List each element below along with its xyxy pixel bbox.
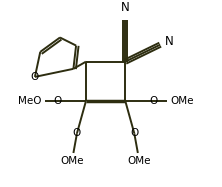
- Text: O: O: [53, 96, 61, 106]
- Text: O: O: [150, 96, 158, 106]
- Text: OMe: OMe: [61, 156, 84, 166]
- Text: O: O: [130, 128, 138, 138]
- Text: OMe: OMe: [170, 96, 194, 106]
- Text: O: O: [31, 72, 39, 82]
- Text: MeO: MeO: [18, 96, 41, 106]
- Text: OMe: OMe: [127, 156, 151, 166]
- Text: O: O: [73, 128, 81, 138]
- Text: N: N: [165, 35, 173, 47]
- Text: N: N: [121, 1, 130, 14]
